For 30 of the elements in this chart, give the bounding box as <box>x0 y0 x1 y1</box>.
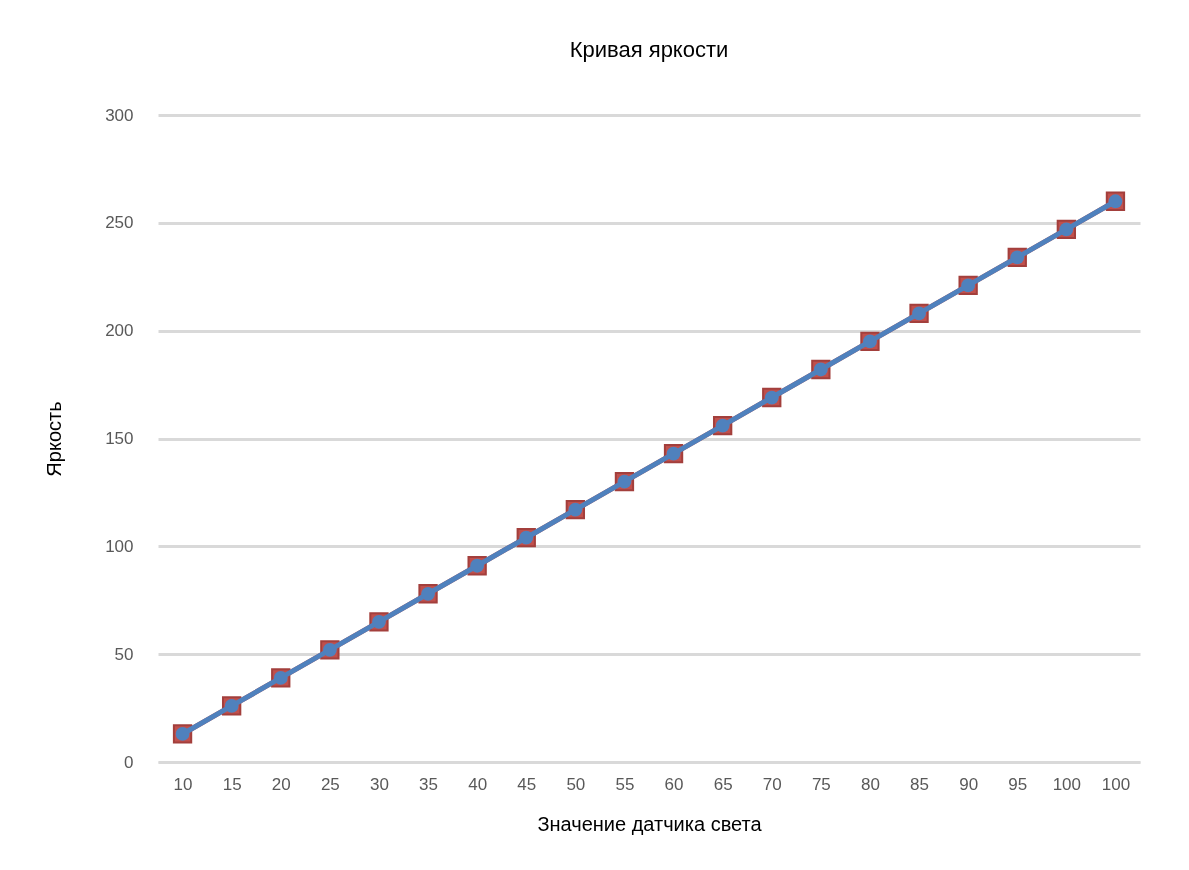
y-tick-label: 100 <box>105 536 134 556</box>
y-tick-label: 300 <box>105 105 134 125</box>
x-tick-label: 15 <box>222 774 242 794</box>
x-tick-label: 50 <box>566 774 586 794</box>
x-tick-label: 70 <box>762 774 782 794</box>
x-tick-label: 85 <box>910 774 930 794</box>
y-tick-label: 0 <box>124 752 134 772</box>
x-tick-label: 60 <box>664 774 684 794</box>
x-tick-label: 55 <box>615 774 635 794</box>
y-tick-label: 200 <box>105 321 134 341</box>
x-tick-label: 45 <box>517 774 537 794</box>
x-tick-label: 30 <box>369 774 389 794</box>
y-tick-label: 250 <box>105 213 134 233</box>
x-tick-label: 10 <box>173 774 193 794</box>
x-axis-title: Значение датчика света <box>537 812 763 835</box>
x-tick-label: 35 <box>419 774 439 794</box>
x-tick-label: 90 <box>959 774 979 794</box>
x-tick-label: 20 <box>271 774 291 794</box>
y-tick-label: 150 <box>105 429 134 448</box>
x-tick-label: 25 <box>320 774 340 794</box>
x-tick-label: 95 <box>1008 774 1028 794</box>
x-tick-label: 75 <box>811 774 831 794</box>
y-axis-title: Яркость <box>43 401 66 477</box>
x-tick-label: 65 <box>713 774 733 794</box>
x-tick-label: 100 <box>1052 774 1082 794</box>
x-tick-label: 100 <box>1101 774 1131 794</box>
chart-title: Кривая яркости <box>569 37 729 62</box>
x-tick-label: 40 <box>468 774 488 794</box>
y-tick-label: 50 <box>114 644 134 664</box>
x-tick-label: 80 <box>860 774 880 794</box>
